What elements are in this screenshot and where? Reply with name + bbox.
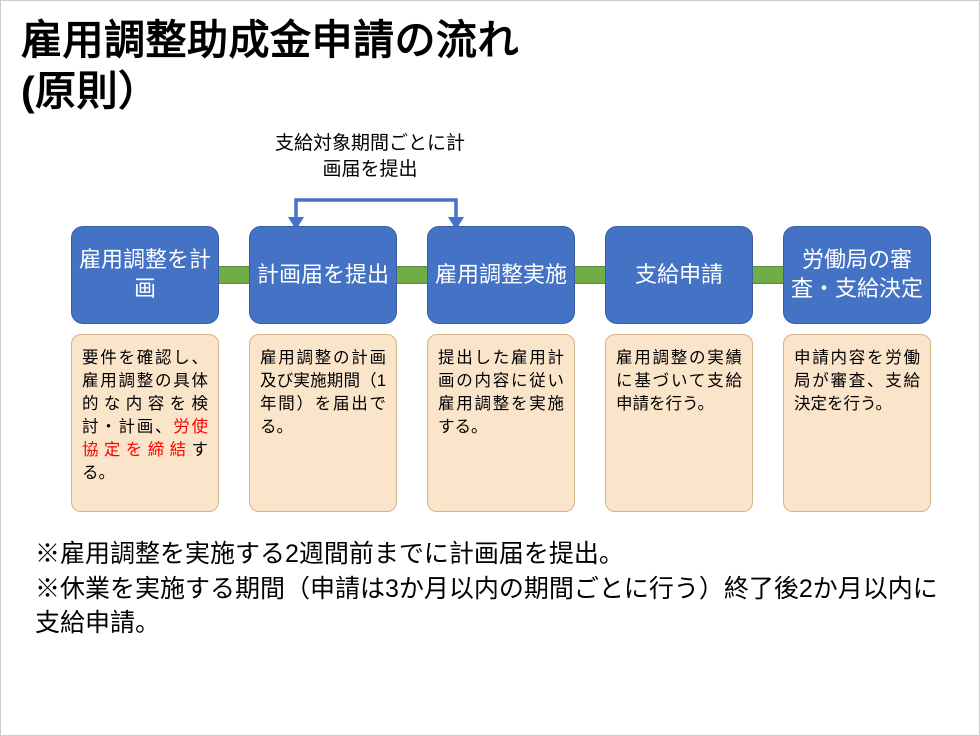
- footnote-2: ※休業を実施する期間（申請は3か月以内の期間ごとに行う）終了後2か月以内に支給申…: [35, 572, 945, 641]
- flow-row: 雇用調整を計画 計画届を提出 雇用調整実施 支給申請 労働局の審査・支給決定: [71, 225, 941, 325]
- desc-2: 雇用調整の計画及び実施期間（1年間）を届出でる。: [249, 334, 397, 512]
- step-1-label: 雇用調整を計画: [72, 246, 218, 303]
- slide: 雇用調整助成金申請の流れ (原則） 支給対象期間ごとに計画届を提出 雇用調整を計…: [0, 0, 980, 736]
- footnote-1: ※雇用調整を実施する2週間前までに計画届を提出。: [35, 537, 945, 572]
- step-1: 雇用調整を計画: [71, 226, 219, 324]
- desc-row: 要件を確認し、雇用調整の具体的な内容を検討・計画、労使協定を締結する。 雇用調整…: [71, 334, 941, 512]
- title-line-1: 雇用調整助成金申請の流れ: [21, 17, 519, 63]
- step-2-label: 計画届を提出: [257, 261, 389, 290]
- desc-4: 雇用調整の実績に基づいて支給申請を行う。: [605, 334, 753, 512]
- step-2: 計画届を提出: [249, 226, 397, 324]
- desc-1: 要件を確認し、雇用調整の具体的な内容を検討・計画、労使協定を締結する。: [71, 334, 219, 512]
- step-5-label: 労働局の審査・支給決定: [784, 246, 930, 303]
- step-3: 雇用調整実施: [427, 226, 575, 324]
- step-4: 支給申請: [605, 226, 753, 324]
- title-line-2: (原則）: [21, 68, 160, 114]
- page-title: 雇用調整助成金申請の流れ (原則）: [21, 15, 959, 118]
- footnotes: ※雇用調整を実施する2週間前までに計画届を提出。 ※休業を実施する期間（申請は3…: [35, 537, 945, 641]
- desc-5: 申請内容を労働局が審査、支給決定を行う。: [783, 334, 931, 512]
- step-4-label: 支給申請: [635, 261, 723, 290]
- step-5: 労働局の審査・支給決定: [783, 226, 931, 324]
- step-3-label: 雇用調整実施: [435, 261, 567, 290]
- feedback-annotation: 支給対象期間ごとに計画届を提出: [272, 131, 468, 182]
- desc-3: 提出した雇用計画の内容に従い雇用調整を実施する。: [427, 334, 575, 512]
